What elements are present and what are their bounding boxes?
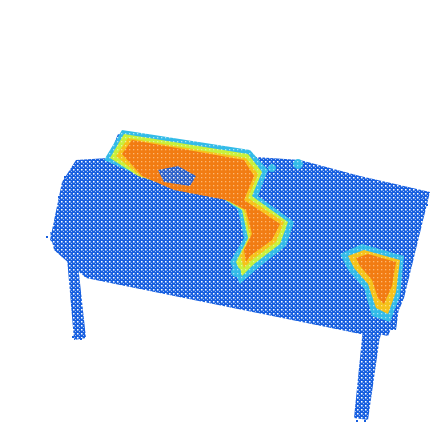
right-spot-hot [356, 254, 396, 304]
cyan-speckle [268, 164, 276, 172]
cyan-speckle [231, 267, 241, 277]
cyan-speckle [293, 159, 303, 169]
heat-cold-patch [158, 166, 196, 186]
back-left-leg [66, 246, 86, 340]
table-top [50, 134, 430, 336]
front-right-leg [354, 318, 382, 420]
edge-noise [46, 166, 428, 422]
